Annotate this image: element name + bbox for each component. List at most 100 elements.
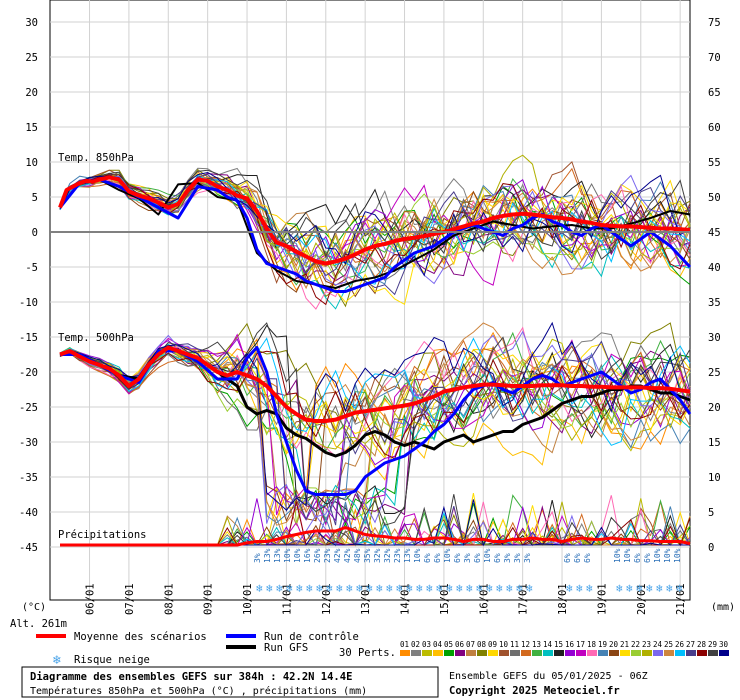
pert-legend-number: 18 bbox=[587, 640, 597, 649]
pert-legend-number: 14 bbox=[543, 640, 553, 649]
y-left-unit: (°C) bbox=[22, 602, 46, 613]
mean-line-t500 bbox=[59, 345, 691, 423]
pert-line-t500-26 bbox=[59, 337, 691, 446]
x-tick-label: 09/01 bbox=[203, 583, 215, 615]
pert-legend-swatch bbox=[609, 650, 619, 656]
y-left-tick: 15 bbox=[25, 122, 38, 134]
snowflake-icon: ❄ bbox=[286, 582, 293, 595]
snowflake-icon: ❄ bbox=[446, 582, 453, 595]
pert-legend-number: 11 bbox=[510, 640, 519, 649]
pert-legend-number: 13 bbox=[532, 640, 541, 649]
y-left-tick: 25 bbox=[25, 52, 38, 64]
y-left-tick: -10 bbox=[19, 297, 38, 309]
x-tick-label: 12/01 bbox=[321, 583, 333, 615]
snow-risk-percent: 10% bbox=[623, 548, 632, 563]
pert-line-t850-30 bbox=[59, 171, 691, 277]
pert-line-t500-24 bbox=[59, 330, 691, 524]
pert-legend-swatch bbox=[642, 650, 652, 656]
snow-risk-percent: 10% bbox=[443, 548, 452, 563]
snow-risk-percent: 10% bbox=[283, 548, 292, 563]
mean-line-precip bbox=[60, 526, 691, 547]
chart-subtitle: Températures 850hPa et 500hPa (°C) , pré… bbox=[30, 685, 367, 697]
x-tick-label: 18/01 bbox=[557, 583, 569, 615]
x-tick-label: 08/01 bbox=[163, 583, 175, 615]
snowflake-icon: ❄ bbox=[436, 582, 443, 595]
pert-legend-number: 16 bbox=[565, 640, 575, 649]
pert-legend-number: 20 bbox=[609, 640, 619, 649]
y-right-tick: 60 bbox=[708, 122, 721, 134]
y-left-tick: 20 bbox=[25, 87, 38, 99]
y-right-unit: (mm) bbox=[711, 602, 735, 613]
legend-gfs-label: Run GFS bbox=[264, 642, 308, 654]
snow-risk-percent: 3% bbox=[513, 553, 522, 563]
copyright: Copyright 2025 Meteociel.fr bbox=[449, 685, 620, 697]
snow-risk-percent: 42% bbox=[343, 548, 352, 563]
pert-legend-swatch bbox=[455, 650, 465, 656]
snow-risk-percent: 6% bbox=[583, 553, 592, 563]
pert-legend-swatch bbox=[466, 650, 476, 656]
pert-legend-number: 28 bbox=[697, 640, 707, 649]
pert-legend-swatch bbox=[499, 650, 509, 656]
snowflake-icon: ❄ bbox=[356, 582, 363, 595]
mean-line-t850 bbox=[58, 175, 691, 266]
snowflake-icon: ❄ bbox=[266, 582, 273, 595]
pert-legend-swatch bbox=[631, 650, 641, 656]
snowflake-icon: ❄ bbox=[296, 582, 303, 595]
snowflake-icon: ❄ bbox=[496, 582, 503, 595]
snow-risk-percent: 3% bbox=[503, 553, 512, 563]
panel-label-t500: Temp. 500hPa bbox=[58, 332, 134, 344]
axis-x-ticks: 06/01 07/01 08/01 09/01 10/01 11/01 12/01 13/01… bbox=[85, 583, 688, 615]
snowflake-icon: ❄ bbox=[306, 582, 313, 595]
legend-perts-label: 30 Perts. bbox=[339, 647, 396, 659]
pert-legend-number: 01 bbox=[400, 640, 409, 649]
snow-risk-percent: 35% bbox=[363, 548, 372, 563]
snow-risk-percent: 10% bbox=[483, 548, 492, 563]
pert-legend-swatch bbox=[664, 650, 674, 656]
pert-legend-swatch bbox=[686, 650, 696, 656]
snowflake-icon: ❄ bbox=[486, 582, 493, 595]
snowflake-icon: ❄ bbox=[576, 582, 583, 595]
y-right-tick: 20 bbox=[708, 402, 721, 414]
y-right-tick: 50 bbox=[708, 192, 721, 204]
pert-legend-swatch bbox=[554, 650, 564, 656]
y-left-tick: -40 bbox=[19, 507, 38, 519]
panel-label-precip: Précipitations bbox=[58, 529, 147, 541]
snowflake-icon: ❄ bbox=[326, 582, 333, 595]
pert-legend-number: 21 bbox=[620, 640, 629, 649]
y-left-tick: -35 bbox=[19, 472, 38, 484]
legend-control-label: Run de contrôle bbox=[264, 631, 359, 643]
snow-risk-percent: 6% bbox=[573, 553, 582, 563]
pert-legend-number: 08 bbox=[477, 640, 487, 649]
snow-risk-percent: 6% bbox=[643, 553, 652, 563]
snowflake-icon: ❄ bbox=[476, 582, 483, 595]
y-right-tick: 45 bbox=[708, 227, 721, 239]
x-tick-label: 11/01 bbox=[281, 583, 293, 615]
pert-legend-swatch bbox=[719, 650, 729, 656]
snow-risk-percent: 13% bbox=[263, 548, 272, 563]
pert-legend-swatch bbox=[510, 650, 520, 656]
pert-legend-swatch bbox=[521, 650, 531, 656]
snow-risk-percent: 26% bbox=[313, 548, 322, 563]
snow-risk-percent: 48% bbox=[353, 548, 362, 563]
snow-risk-percent: 10% bbox=[413, 548, 422, 563]
snowflake-icon: ❄ bbox=[276, 582, 283, 595]
snow-risk-percent: 10% bbox=[613, 548, 622, 563]
y-right-tick: 10 bbox=[708, 472, 721, 484]
pert-legend-number: 24 bbox=[653, 640, 663, 649]
snowflake-icon: ❄ bbox=[656, 582, 663, 595]
pert-legend-swatch bbox=[488, 650, 498, 656]
pert-legend-swatch bbox=[697, 650, 707, 656]
pert-legend-number: 12 bbox=[521, 640, 530, 649]
snowflake-icon: ❄ bbox=[52, 653, 61, 668]
pert-legend-swatch bbox=[532, 650, 542, 656]
chart-title: Diagramme des ensembles GEFS sur 384h : … bbox=[30, 671, 352, 683]
snowflake-icon: ❄ bbox=[646, 582, 653, 595]
snow-risk-percent: 6% bbox=[473, 553, 482, 563]
x-tick-label: 20/01 bbox=[636, 583, 648, 615]
snow-risk-percent: 10% bbox=[653, 548, 662, 563]
legend-snow-label: Risque neige bbox=[74, 654, 150, 666]
legend: Moyenne des scénarios Run de contrôle Ru… bbox=[36, 631, 729, 668]
snowflake-icon: ❄ bbox=[626, 582, 633, 595]
y-right-tick: 55 bbox=[708, 157, 721, 169]
